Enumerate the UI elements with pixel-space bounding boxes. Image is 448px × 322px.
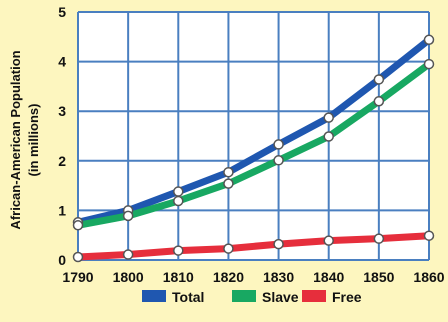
data-point-free: [423, 230, 435, 241]
legend-swatch-slave: [232, 290, 256, 302]
data-point-slave: [173, 195, 184, 207]
y-tick-label: 1: [58, 202, 66, 218]
y-tick-label: 2: [58, 153, 66, 169]
data-point-total: [423, 34, 435, 46]
data-point-free: [173, 245, 184, 256]
legend-label-total: Total: [172, 289, 204, 305]
data-point-free: [223, 243, 234, 254]
y-tick-label: 5: [58, 4, 66, 20]
data-point-total: [373, 74, 385, 85]
data-point-slave: [223, 178, 234, 189]
data-points: [72, 34, 435, 263]
x-tick-label: 1820: [213, 269, 244, 285]
y-tick-labels: 0 1 2 3 4 5: [58, 4, 66, 268]
data-point-free: [273, 238, 284, 250]
data-point-slave: [323, 131, 334, 142]
y-tick-label: 3: [58, 103, 66, 119]
data-point-total: [173, 186, 184, 197]
y-tick-label: 0: [58, 252, 66, 268]
legend: Total Slave Free: [142, 289, 362, 305]
x-tick-label: 1860: [413, 269, 444, 285]
data-point-total: [323, 112, 334, 123]
data-point-slave: [122, 210, 134, 222]
legend-swatch-total: [142, 290, 166, 302]
data-point-slave: [373, 96, 385, 107]
data-point-free: [122, 249, 134, 260]
data-point-free: [72, 251, 84, 263]
series-line-total: [74, 36, 433, 226]
x-tick-label: 1800: [113, 269, 144, 285]
x-tick-label: 1790: [62, 269, 93, 285]
data-point-total: [273, 139, 284, 150]
plot-area: [78, 12, 429, 260]
legend-swatch-free: [302, 290, 326, 302]
x-tick-label: 1840: [313, 269, 344, 285]
series-lines: [74, 36, 433, 261]
series-line-slave: [74, 60, 433, 229]
data-point-slave: [72, 220, 84, 231]
data-point-slave: [423, 58, 435, 70]
series-line-free: [74, 232, 433, 261]
data-point-free: [373, 233, 385, 244]
y-axis-label: African-American Population: [8, 50, 23, 229]
x-tick-labels: 1790 1800 1810 1820 1830 1840 1850 1860: [62, 269, 444, 285]
y-tick-label: 4: [58, 54, 66, 70]
x-tick-label: 1830: [263, 269, 294, 285]
legend-label-free: Free: [332, 289, 362, 305]
x-tick-label: 1850: [363, 269, 394, 285]
data-point-total: [223, 166, 234, 178]
legend-label-slave: Slave: [262, 289, 299, 305]
y-axis-label-unit: (in millions): [26, 104, 41, 177]
x-tick-label: 1810: [163, 269, 194, 285]
data-point-slave: [273, 155, 284, 166]
data-point-free: [323, 235, 334, 246]
